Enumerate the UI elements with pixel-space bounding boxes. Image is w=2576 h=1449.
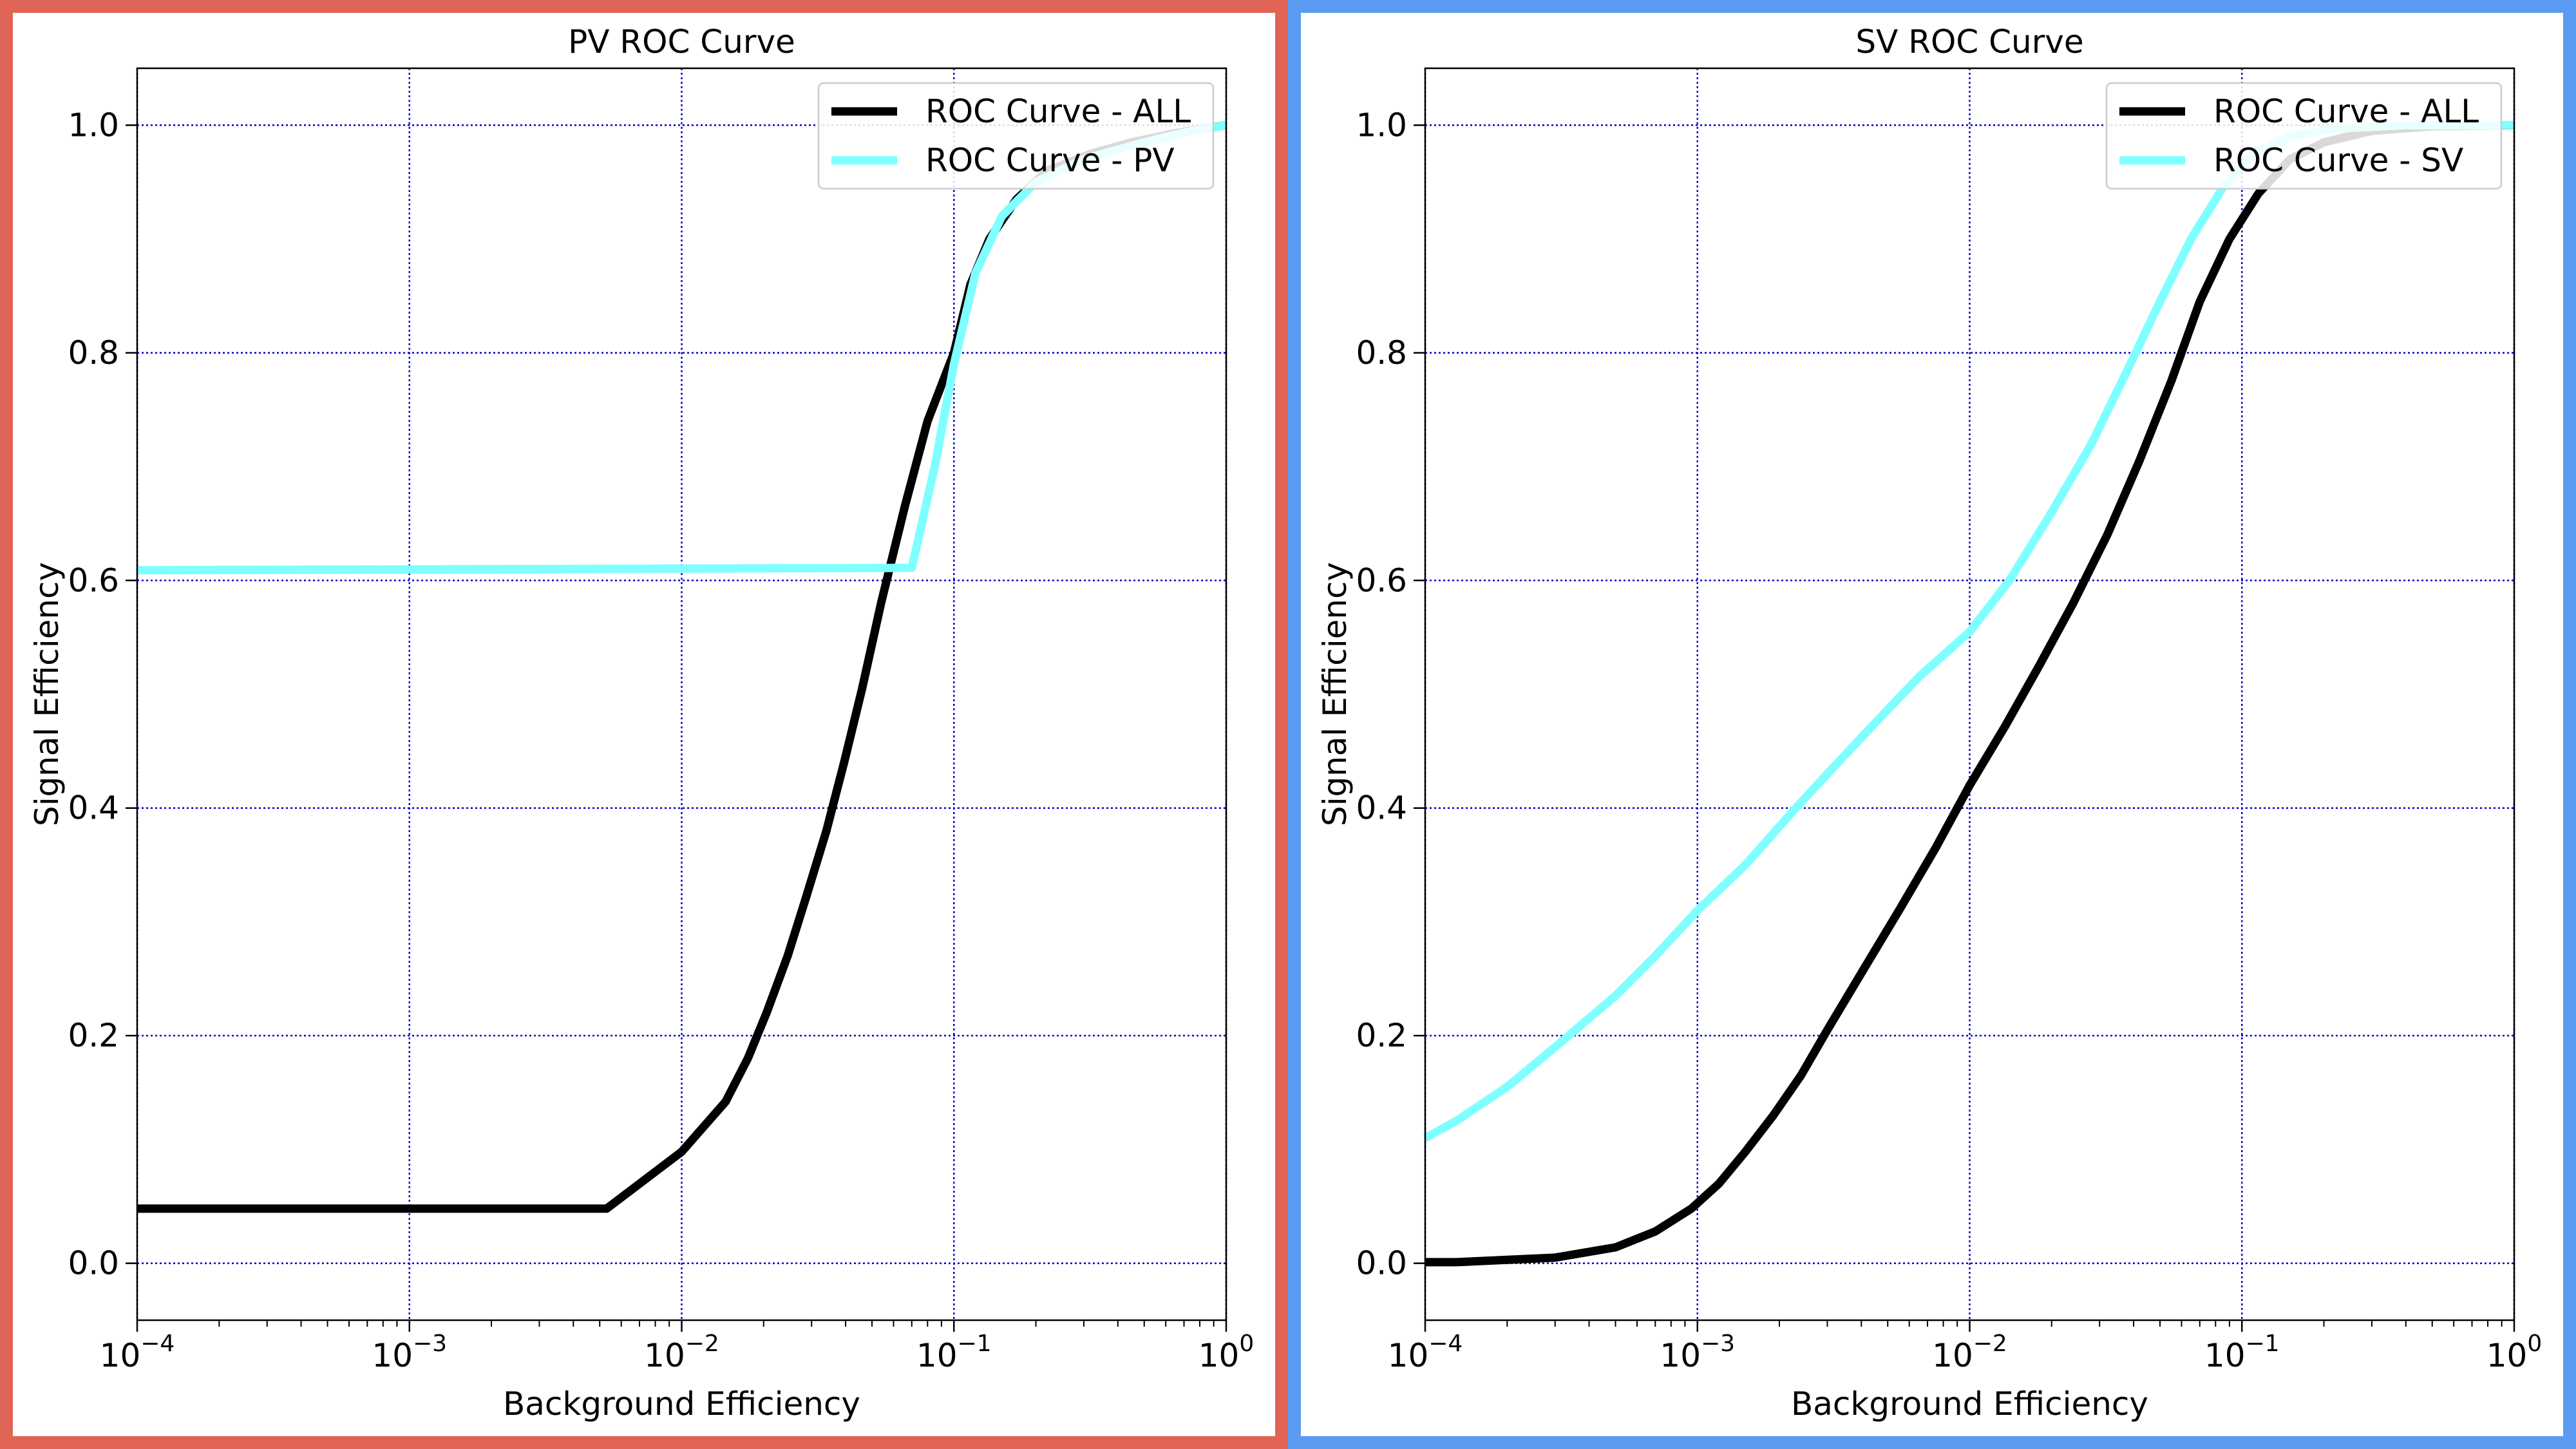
y-tick-label: 0.8: [68, 334, 119, 372]
gridlines: [1424, 68, 2515, 1320]
chart-title: PV ROC Curve: [568, 23, 795, 61]
y-tick-label: 0.8: [1356, 334, 1407, 372]
legend: ROC Curve - ALL ROC Curve - PV: [817, 82, 1215, 190]
axes-frame: [1424, 67, 2515, 1321]
x-tick-label: 10−4: [1388, 1331, 1463, 1374]
series-line-roc-curve-pv: [137, 120, 1227, 574]
chart-title: SV ROC Curve: [1855, 23, 2083, 61]
x-tick-label: 100: [1198, 1331, 1255, 1374]
y-tick-label: 0.4: [68, 790, 119, 827]
left-chart-panel: PV ROC Curve 10−4 10−3 10−2 10−1 100 0.0 0.2 0.4…: [0, 0, 1288, 1449]
legend-box: [2105, 82, 2503, 190]
x-tick-label: 10−2: [1932, 1331, 2007, 1374]
x-tick-label: 10−1: [916, 1331, 992, 1374]
axis-ticks: [1414, 124, 2515, 1332]
series-line-roc-curve-all: [137, 120, 1227, 1213]
y-tick-label: 0.6: [1356, 562, 1407, 599]
x-tick-label: 10−3: [372, 1331, 447, 1374]
axes-frame: [136, 67, 1227, 1321]
legend-label: ROC Curve - PV: [925, 142, 1175, 179]
y-tick-label: 0.0: [68, 1245, 119, 1282]
x-tick-label: 10−4: [100, 1331, 175, 1374]
y-tick-label: 0.2: [1356, 1017, 1407, 1054]
right-chart-panel: SV ROC Curve 10−4 10−3 10−2 10−1 100 0.0 0.2 0.4…: [1288, 0, 2576, 1449]
legend-label: ROC Curve - SV: [2213, 142, 2463, 179]
y-tick-label: 1.0: [68, 106, 119, 144]
gridlines: [136, 68, 1227, 1320]
y-tick-label: 0.2: [68, 1017, 119, 1054]
series-group: [137, 120, 1227, 1213]
y-axis-label: Signal Efficiency: [28, 562, 66, 826]
y-tick-label: 0.0: [1356, 1245, 1407, 1282]
axis-ticks: [126, 124, 1227, 1332]
x-tick-label: 10−3: [1660, 1331, 1735, 1374]
legend-box: [817, 82, 1215, 190]
y-tick-label: 0.6: [68, 562, 119, 599]
sv-roc-chart: SV ROC Curve 10−4 10−3 10−2 10−1 100 0.0 0.2 0.4…: [1316, 23, 2543, 1423]
x-tick-label: 10−1: [2204, 1331, 2280, 1374]
legend: ROC Curve - ALL ROC Curve - SV: [2105, 82, 2503, 190]
legend-label: ROC Curve - ALL: [925, 93, 1191, 130]
legend-label: ROC Curve - ALL: [2213, 93, 2479, 130]
y-axis-label: Signal Efficiency: [1316, 562, 1354, 826]
y-tick-label: 0.4: [1356, 790, 1407, 827]
x-axis-label: Background Efficiency: [1791, 1385, 2148, 1423]
x-tick-label: 10−2: [644, 1331, 719, 1374]
y-tick-label: 1.0: [1356, 106, 1407, 144]
pv-roc-chart: PV ROC Curve 10−4 10−3 10−2 10−1 100 0.0 0.2 0.4…: [28, 23, 1255, 1423]
x-axis-label: Background Efficiency: [503, 1385, 860, 1423]
x-tick-label: 100: [2486, 1331, 2543, 1374]
